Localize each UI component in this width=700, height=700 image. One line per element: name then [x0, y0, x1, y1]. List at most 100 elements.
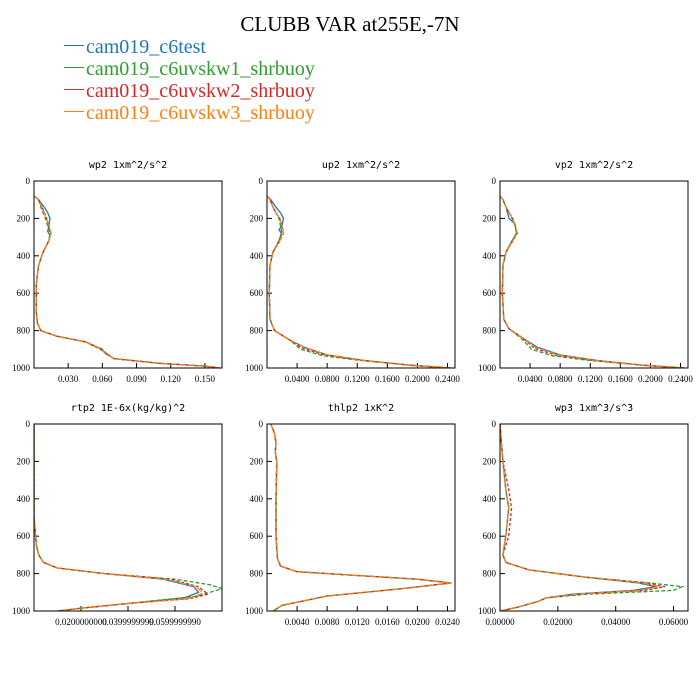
y-tick-label: 200	[17, 213, 31, 223]
x-tick-label: 0.0040	[285, 617, 310, 627]
series-line	[500, 424, 660, 611]
y-tick-label: 0	[259, 176, 264, 186]
x-tick-label: 0.0400	[518, 374, 543, 384]
y-tick-label: 600	[17, 531, 31, 541]
x-tick-label: 0.090	[126, 374, 147, 384]
panel: vp2 1xm^2/s^2 0 200 400 600 800 1000 0.0400 0.08…	[478, 160, 693, 384]
y-tick-label: 1000	[12, 606, 31, 616]
x-tick-label: 0.2400	[435, 374, 460, 384]
panel: rtp2 1E-6x(kg/kg)^2 0 200 400 600 800 1000 0.02…	[12, 403, 223, 627]
panel: up2 1xm^2/s^2 0 200 400 600 800 1000 0.0400 0.08…	[245, 160, 460, 384]
y-tick-label: 1000	[245, 363, 264, 373]
x-tick-label: 0.1600	[608, 374, 633, 384]
x-tick-label: 0.0120	[345, 617, 370, 627]
series-line	[34, 424, 200, 611]
x-tick-label: 0.02000	[543, 617, 573, 627]
y-tick-label: 0	[26, 419, 31, 429]
y-tick-label: 1000	[478, 606, 497, 616]
y-tick-label: 800	[483, 326, 497, 336]
legend-label: cam019_c6uvskw1_shrbuoy	[86, 58, 315, 80]
y-tick-label: 400	[250, 251, 264, 261]
legend-item: cam019_c6uvskw1_shrbuoy	[64, 58, 315, 80]
y-tick-label: 800	[250, 326, 264, 336]
x-tick-label: 0.0200	[405, 617, 430, 627]
y-tick-label: 200	[250, 456, 264, 466]
x-tick-label: 0.0400	[285, 374, 310, 384]
legend-item: cam019_c6test	[64, 36, 315, 58]
x-tick-label: 0.2000	[638, 374, 663, 384]
y-tick-label: 600	[483, 288, 497, 298]
y-tick-label: 200	[250, 213, 264, 223]
panel: thlp2 1xK^2 0 200 400 600 800 1000 0.0040 0.0080…	[245, 403, 460, 627]
panel-title: up2 1xm^2/s^2	[322, 160, 400, 171]
series-line	[270, 424, 452, 611]
y-tick-label: 400	[250, 494, 264, 504]
y-tick-label: 1000	[12, 363, 31, 373]
series-line	[34, 195, 220, 368]
y-tick-label: 600	[250, 531, 264, 541]
series-line	[34, 424, 222, 611]
y-tick-label: 400	[483, 251, 497, 261]
legend: cam019_c6test cam019_c6uvskw1_shrbuoy ca…	[64, 36, 315, 124]
y-tick-label: 400	[483, 494, 497, 504]
x-tick-label: 0.030	[58, 374, 79, 384]
series-line	[270, 424, 452, 611]
y-tick-label: 800	[17, 569, 31, 579]
series-line	[500, 424, 666, 611]
series-line	[34, 195, 220, 368]
series-line	[500, 424, 685, 611]
panel-frame	[266, 423, 456, 612]
legend-label: cam019_c6uvskw2_shrbuoy	[86, 80, 315, 102]
x-tick-label: 0.1200	[345, 374, 370, 384]
series-line	[34, 424, 205, 611]
legend-swatch	[64, 88, 84, 90]
panel-title: thlp2 1xK^2	[328, 403, 394, 414]
panel-frame	[33, 423, 223, 612]
x-tick-label: 0.0800	[548, 374, 573, 384]
y-tick-label: 1000	[478, 363, 497, 373]
x-tick-label: 0.0240	[435, 617, 460, 627]
y-tick-label: 1000	[245, 606, 264, 616]
x-tick-label: 0.1600	[375, 374, 400, 384]
y-tick-label: 400	[17, 251, 31, 261]
series-line	[267, 195, 452, 368]
x-tick-label: 0.04000	[601, 617, 631, 627]
x-tick-label: 0.2400	[668, 374, 693, 384]
legend-item: cam019_c6uvskw3_shrbuoy	[64, 102, 315, 124]
series-line	[34, 195, 220, 368]
x-tick-label: 0.0599999990	[149, 617, 201, 627]
y-tick-label: 200	[17, 456, 31, 466]
figure-title: CLUBB VAR at255E,-7N	[240, 12, 460, 36]
panel-frame	[499, 423, 689, 612]
x-tick-label: 0.060	[92, 374, 113, 384]
y-tick-label: 200	[483, 456, 497, 466]
x-tick-label: 0.00000	[485, 617, 515, 627]
y-tick-label: 0	[26, 176, 31, 186]
y-tick-label: 0	[492, 419, 497, 429]
panel-title: rtp2 1E-6x(kg/kg)^2	[71, 403, 185, 414]
panel-frame	[33, 180, 223, 369]
x-tick-label: 0.0200000000	[55, 617, 107, 627]
y-tick-label: 600	[483, 531, 497, 541]
series-line	[500, 424, 657, 611]
y-tick-label: 800	[250, 569, 264, 579]
x-tick-label: 0.0160	[375, 617, 400, 627]
legend-swatch	[64, 66, 84, 68]
series-line	[270, 424, 452, 611]
x-tick-label: 0.1200	[578, 374, 603, 384]
panel-title: vp2 1xm^2/s^2	[555, 160, 633, 171]
series-line	[34, 195, 220, 368]
x-tick-label: 0.150	[195, 374, 216, 384]
y-tick-label: 800	[483, 569, 497, 579]
panel-title: wp3 1xm^3/s^3	[555, 403, 633, 414]
series-line	[500, 195, 685, 368]
x-tick-label: 0.0800	[315, 374, 340, 384]
legend-item: cam019_c6uvskw2_shrbuoy	[64, 80, 315, 102]
legend-label: cam019_c6uvskw3_shrbuoy	[86, 102, 315, 124]
x-tick-label: 0.0080	[315, 617, 340, 627]
y-tick-label: 800	[17, 326, 31, 336]
x-tick-label: 0.120	[161, 374, 182, 384]
y-tick-label: 0	[259, 419, 264, 429]
panel: wp2 1xm^2/s^2 0 200 400 600 800 1000 0.030 0.060…	[12, 160, 223, 384]
